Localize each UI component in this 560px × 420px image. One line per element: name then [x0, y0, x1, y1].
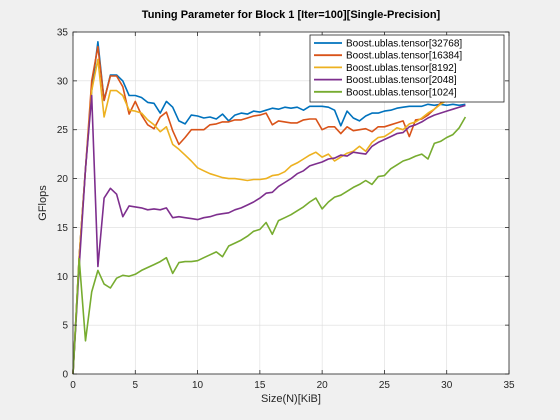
legend-label-1: Boost.ublas.tensor[16384]: [346, 51, 462, 62]
y-tick-label: 30: [57, 76, 69, 87]
legend-label-2: Boost.ublas.tensor[8192]: [346, 63, 457, 74]
y-tick-label: 25: [57, 125, 69, 136]
y-axis-label: GFlops: [37, 185, 49, 221]
x-tick-label: 5: [133, 380, 139, 391]
legend-label-4: Boost.ublas.tensor[1024]: [346, 87, 457, 98]
series-line-4: [72, 116, 467, 375]
series-lines: [72, 40, 467, 375]
axis-ticks: 0 5 10 15 20 25 30 35 0 5 10 15 20 25 30 35: [57, 28, 515, 392]
y-tick-label: 10: [57, 272, 69, 283]
y-tick-label: 20: [57, 174, 69, 185]
legend-label-0: Boost.ublas.tensor[32768]: [346, 39, 462, 50]
x-tick-label: 30: [441, 380, 453, 391]
y-tick-label: 5: [62, 321, 68, 332]
y-tick-label: 0: [62, 370, 68, 381]
x-axis-label: Size(N)[KiB]: [261, 393, 321, 405]
y-tick-label: 35: [57, 28, 69, 39]
series-line-2: [72, 58, 466, 375]
chart-title: Tuning Parameter for Block 1 [Iter=100][…: [142, 9, 441, 21]
series-line-0: [72, 40, 466, 375]
legend-box: [309, 34, 505, 103]
x-tick-label: 25: [379, 380, 391, 391]
x-tick-label: 10: [192, 380, 204, 391]
y-tick-label: 15: [57, 223, 69, 234]
legend: Boost.ublas.tensor[32768]Boost.ublas.ten…: [309, 34, 505, 103]
x-tick-label: 0: [70, 380, 76, 391]
series-line-1: [72, 45, 466, 375]
x-tick-label: 20: [317, 380, 329, 391]
x-tick-label: 15: [254, 380, 266, 391]
x-tick-label: 35: [503, 380, 515, 391]
series-line-3: [72, 94, 466, 375]
plot-frame: [72, 31, 510, 375]
legend-label-3: Boost.ublas.tensor[2048]: [346, 75, 457, 86]
